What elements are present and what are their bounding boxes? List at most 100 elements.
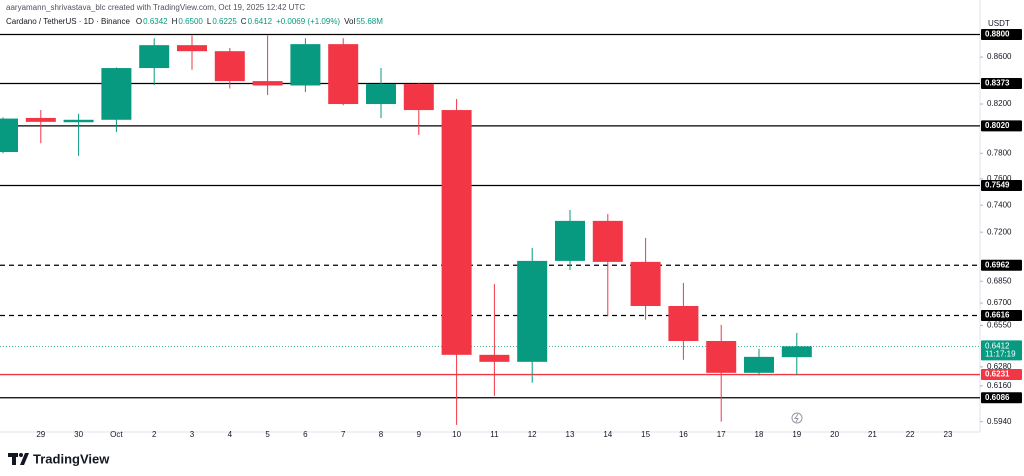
x-tick-label: 17: [717, 430, 726, 439]
countdown: 11:17:19: [985, 349, 1016, 358]
x-tick-label: 19: [792, 430, 801, 439]
legend-key: O: [136, 17, 142, 26]
legend-key: C: [241, 17, 247, 26]
candle-body: [441, 110, 472, 355]
x-tick-label: 2: [152, 430, 157, 439]
candle-body: [139, 45, 170, 69]
legend-value: 0.6412: [248, 17, 273, 26]
logo-mark: [12, 453, 16, 465]
level-label: 0.8020: [985, 121, 1010, 130]
level-label: 0.8373: [985, 79, 1010, 88]
candle-body: [328, 44, 359, 105]
level-label: 0.6086: [985, 393, 1010, 402]
x-tick-label: 21: [868, 430, 877, 439]
x-tick-label: 29: [36, 430, 45, 439]
legend-value: 0.6500: [178, 17, 203, 26]
candle-body: [706, 340, 737, 373]
candle-body: [214, 51, 245, 82]
x-tick-label: 11: [490, 430, 499, 439]
level-label-box: [981, 369, 1022, 381]
x-tick-label: 10: [452, 430, 461, 439]
candle-body: [592, 220, 623, 262]
candle-body: [668, 306, 699, 341]
x-tick-label: 8: [379, 430, 384, 439]
x-tick-label: 18: [755, 430, 764, 439]
y-tick-label: 0.6700: [987, 298, 1012, 307]
y-tick-label: 0.7600: [987, 174, 1012, 183]
legend-value: 0.6342: [143, 17, 168, 26]
x-tick-label: 6: [303, 430, 308, 439]
candle-body: [177, 45, 207, 52]
x-tick-label: 15: [641, 430, 650, 439]
level-label: 0.6616: [985, 311, 1010, 320]
x-tick-label: 23: [944, 430, 953, 439]
legend-change: +0.0069 (+1.09%): [276, 17, 340, 26]
x-tick-label: 12: [528, 430, 537, 439]
currency: USDT: [988, 19, 1010, 28]
y-tick-label: 0.7800: [987, 148, 1012, 157]
x-tick-label: 9: [417, 430, 422, 439]
candle-body: [252, 81, 283, 86]
legend-key: H: [172, 17, 178, 26]
legend-value: 55.68M: [356, 17, 383, 26]
x-tick-label: 7: [341, 430, 346, 439]
candle-body: [290, 44, 321, 86]
y-tick-label: 0.6850: [987, 276, 1012, 285]
legend-value: 0.6225: [212, 17, 237, 26]
level-label-box: [981, 180, 1022, 192]
y-tick-label: 0.6280: [987, 362, 1012, 371]
candle-body: [101, 68, 132, 120]
y-tick-label: 0.5940: [987, 417, 1012, 426]
x-tick-label: 5: [265, 430, 270, 439]
y-tick-label: 0.8600: [987, 52, 1012, 61]
candle-body: [744, 356, 774, 373]
level-label-box: [981, 309, 1022, 321]
credit: aaryamann_shrivastava_blc created with T…: [6, 3, 305, 12]
legend-key: Vol: [344, 17, 355, 26]
candle-body: [25, 117, 56, 122]
candle-body: [781, 346, 812, 358]
y-tick-label: 0.6160: [987, 381, 1012, 390]
x-tick-label: 14: [603, 430, 612, 439]
level-label: 0.6962: [985, 260, 1010, 269]
plot-area: [0, 33, 980, 425]
x-tick-label: 30: [74, 430, 83, 439]
legend-key: L: [207, 17, 212, 26]
level-label: 0.8800: [985, 30, 1010, 39]
candle-body: [479, 354, 510, 362]
x-tick-label: 20: [830, 430, 839, 439]
x-tick-label: 13: [566, 430, 575, 439]
y-tick-label: 0.6550: [987, 320, 1012, 329]
level-label-box: [981, 259, 1022, 271]
level-label-box: [981, 392, 1022, 404]
last-price-box: [981, 340, 1022, 361]
event-icon[interactable]: [791, 412, 803, 424]
x-tick-label: Oct: [110, 430, 123, 439]
brand: TradingView: [33, 451, 110, 466]
candle-body: [0, 118, 18, 153]
y-tick-label: 0.7400: [987, 200, 1012, 209]
level-label-box: [981, 120, 1022, 132]
candle-body: [366, 84, 396, 105]
y-tick-label: 0.7200: [987, 227, 1012, 236]
logo-mark: [20, 453, 29, 465]
level-label-box: [981, 28, 1022, 40]
level-label-box: [981, 77, 1022, 89]
logo-mark: [19, 453, 23, 457]
event-icon-bolt: [794, 413, 799, 423]
x-tick-label: 4: [228, 430, 233, 439]
x-tick-label: 3: [190, 430, 195, 439]
candle-body: [63, 119, 94, 123]
x-tick-label: 22: [906, 430, 915, 439]
level-label: 0.6231: [985, 370, 1010, 379]
candle-body: [517, 260, 548, 362]
x-tick-label: 16: [679, 430, 688, 439]
logo: TradingView: [8, 451, 110, 466]
level-label: 0.7549: [985, 181, 1010, 190]
candle-body: [403, 84, 434, 111]
candle-body: [630, 261, 661, 307]
candle-body: [555, 220, 585, 261]
y-tick-label: 0.8200: [987, 99, 1012, 108]
